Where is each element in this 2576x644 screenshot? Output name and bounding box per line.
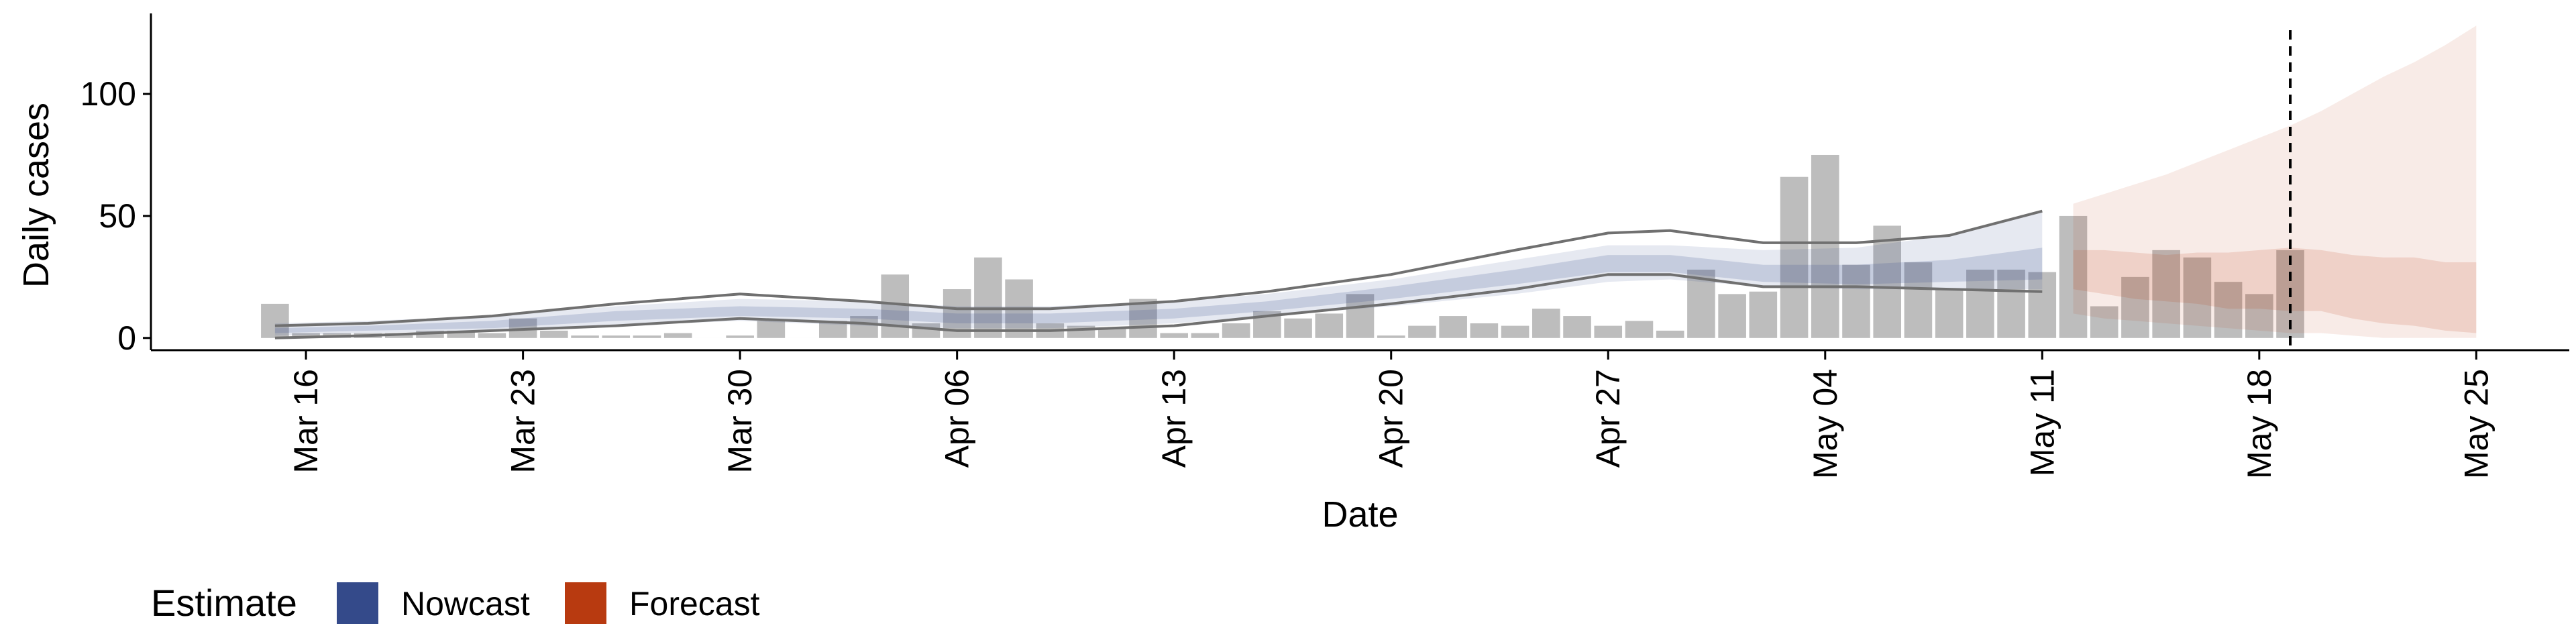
- nowcast-band-50: [274, 248, 2043, 333]
- bar: [1470, 323, 1499, 338]
- bar: [2121, 276, 2149, 338]
- x-tick-label: Apr 20: [1373, 369, 1410, 468]
- x-tick-label: May 04: [1807, 369, 1844, 479]
- legend-key-nowcast: [337, 582, 378, 624]
- bar: [757, 321, 786, 338]
- bar: [2090, 306, 2118, 338]
- legend: Estimate Nowcast Forecast: [151, 582, 760, 624]
- x-tick-label: Mar 16: [287, 369, 325, 474]
- forecast-band-90: [2073, 25, 2477, 338]
- x-tick-label: May 18: [2241, 369, 2278, 479]
- axes: 0 50 100 Mar 16 Mar 23 Mar 30 Apr 06 Apr 13 Apr …: [80, 13, 2569, 479]
- legend-key-forecast: [565, 582, 606, 624]
- legend-title: Estimate: [151, 582, 297, 624]
- bar: [1966, 269, 1994, 338]
- bar: [1873, 225, 1902, 338]
- bar: [1191, 333, 1220, 338]
- bar: [447, 330, 475, 338]
- bar: [1346, 294, 1375, 338]
- legend-label-nowcast: Nowcast: [401, 585, 530, 623]
- reported-lower-line: [274, 273, 2043, 339]
- bar: [2152, 250, 2180, 338]
- bar: [974, 257, 1002, 338]
- bar: [1284, 318, 1312, 338]
- bar: [850, 316, 878, 338]
- bar: [726, 335, 754, 338]
- bar: [261, 303, 289, 338]
- bar: [2183, 257, 2212, 338]
- x-tick-label: Mar 23: [504, 369, 542, 474]
- x-tick-label: May 11: [2023, 369, 2061, 476]
- bar: [2245, 294, 2273, 338]
- bar: [1594, 325, 1623, 338]
- bar: [1067, 325, 1095, 338]
- bar: [1315, 313, 1344, 338]
- bar: [1935, 289, 1964, 338]
- x-tick-label: Apr 06: [938, 369, 976, 468]
- bar: [1097, 328, 1126, 338]
- nowcast-band-90: [274, 211, 2043, 336]
- bar: [633, 335, 661, 338]
- bar: [1222, 323, 1250, 338]
- x-axis-title: Date: [1322, 494, 1398, 535]
- bar: [1563, 316, 1591, 338]
- bar: [2028, 272, 2057, 338]
- bar: [2059, 215, 2088, 338]
- reported-upper-line: [274, 209, 2043, 327]
- bar: [1780, 176, 1809, 338]
- bar: [1160, 333, 1188, 338]
- x-tick-label: Apr 13: [1155, 369, 1193, 468]
- bar: [571, 335, 599, 338]
- bar: [1377, 335, 1405, 338]
- legend-label-forecast: Forecast: [629, 585, 760, 623]
- bar: [2214, 282, 2243, 338]
- y-tick-label: 100: [80, 75, 136, 113]
- bar: [1811, 154, 1839, 338]
- y-axis-title: Daily cases: [16, 103, 56, 288]
- bar: [1904, 262, 1933, 338]
- bar: [1129, 299, 1157, 338]
- line-layer: [274, 30, 2292, 350]
- bar: [478, 333, 506, 338]
- x-tick-label: May 25: [2457, 369, 2495, 479]
- bar: [602, 335, 631, 338]
- bar: [1532, 309, 1560, 338]
- bar: [1842, 264, 1870, 338]
- bar: [1625, 321, 1654, 338]
- bar: [540, 330, 568, 338]
- bar: [663, 333, 692, 338]
- bar: [292, 333, 320, 338]
- y-tick-label: 0: [117, 319, 136, 357]
- forecast-band-50: [2073, 248, 2477, 333]
- bar: [1656, 330, 1684, 338]
- bar: [1997, 269, 2025, 338]
- y-tick-label: 50: [99, 197, 136, 235]
- x-tick-label: Mar 30: [721, 369, 759, 474]
- bar: [1501, 325, 1529, 338]
- bar: [1749, 291, 1778, 338]
- bar: [1408, 325, 1436, 338]
- bar: [1718, 294, 1746, 338]
- ribbon-layer: [274, 25, 2477, 338]
- bar: [1439, 316, 1467, 338]
- x-tick-label: Apr 27: [1589, 369, 1627, 468]
